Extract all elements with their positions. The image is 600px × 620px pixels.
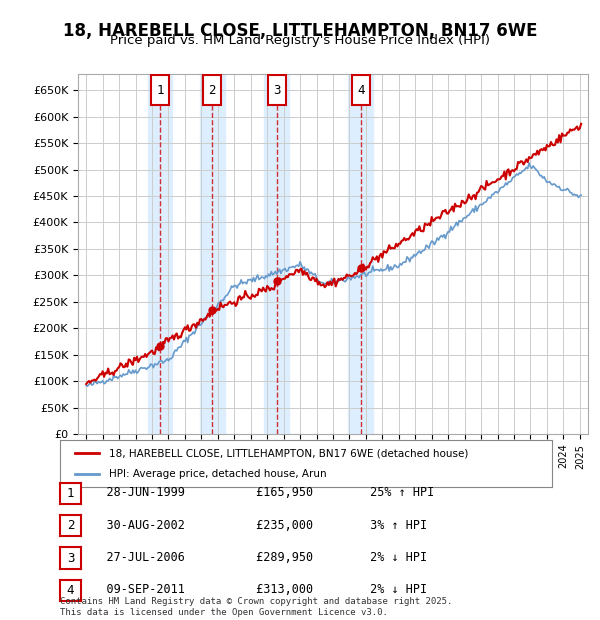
Text: 2: 2 — [67, 520, 74, 532]
FancyBboxPatch shape — [151, 76, 169, 105]
Bar — [264, 74, 289, 434]
Text: 09-SEP-2011          £313,000        2% ↓ HPI: 09-SEP-2011 £313,000 2% ↓ HPI — [78, 583, 427, 596]
Bar — [148, 74, 172, 434]
Text: Price paid vs. HM Land Registry's House Price Index (HPI): Price paid vs. HM Land Registry's House … — [110, 34, 490, 47]
Text: HPI: Average price, detached house, Arun: HPI: Average price, detached house, Arun — [109, 469, 327, 479]
FancyBboxPatch shape — [352, 76, 370, 105]
Text: 3: 3 — [67, 552, 74, 564]
Text: 3: 3 — [273, 84, 280, 97]
Text: 4: 4 — [357, 84, 365, 97]
Bar — [200, 74, 224, 434]
Text: 1: 1 — [157, 84, 164, 97]
Text: 30-AUG-2002          £235,000        3% ↑ HPI: 30-AUG-2002 £235,000 3% ↑ HPI — [78, 519, 427, 531]
Text: Contains HM Land Registry data © Crown copyright and database right 2025.
This d: Contains HM Land Registry data © Crown c… — [60, 598, 452, 617]
FancyBboxPatch shape — [268, 76, 286, 105]
Text: 4: 4 — [67, 584, 74, 596]
Text: 27-JUL-2006          £289,950        2% ↓ HPI: 27-JUL-2006 £289,950 2% ↓ HPI — [78, 551, 427, 564]
FancyBboxPatch shape — [203, 76, 221, 105]
Bar — [349, 74, 373, 434]
Text: 18, HAREBELL CLOSE, LITTLEHAMPTON, BN17 6WE (detached house): 18, HAREBELL CLOSE, LITTLEHAMPTON, BN17 … — [109, 448, 469, 458]
Text: 2: 2 — [208, 84, 216, 97]
Text: 28-JUN-1999          £165,950        25% ↑ HPI: 28-JUN-1999 £165,950 25% ↑ HPI — [78, 487, 434, 499]
Text: 1: 1 — [67, 487, 74, 500]
Text: 18, HAREBELL CLOSE, LITTLEHAMPTON, BN17 6WE: 18, HAREBELL CLOSE, LITTLEHAMPTON, BN17 … — [63, 22, 537, 40]
